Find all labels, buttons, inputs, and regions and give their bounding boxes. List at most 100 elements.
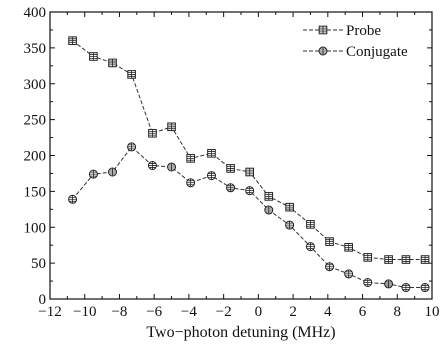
conjugate-data-point-hatch [421, 283, 430, 292]
probe-data-point [207, 149, 216, 158]
probe-data-point-hatch [264, 192, 273, 201]
x-axis-title: Two−photon detuning (MHz) [146, 324, 335, 341]
probe-data-point [285, 202, 294, 212]
conjugate-data-point [363, 277, 373, 287]
conjugate-data-point-hatch [207, 171, 216, 180]
conjugate-data-point [325, 262, 335, 272]
legend-probe-label: Probe [346, 23, 381, 39]
conjugate-data-point-hatch [108, 168, 117, 177]
probe-data-point [344, 243, 353, 252]
conjugate-data-point [264, 205, 274, 215]
probe-data-point [306, 220, 315, 229]
x-axis-ticks: −12 −10 −8 −6 −4 −2 0 2 4 6 8 10 [38, 12, 440, 320]
probe-data-point-hatch [306, 220, 315, 229]
x-tick-label: −2 [216, 304, 232, 320]
probe-data-point-hatch [167, 123, 176, 131]
probe-data-point-hatch [245, 168, 254, 176]
y-tick-label: 250 [24, 113, 47, 129]
legend: Probe Conjugate [303, 23, 408, 60]
conjugate-data-point-hatch [401, 283, 410, 292]
probe-data-point [108, 58, 117, 68]
legend-probe-marker [318, 25, 328, 35]
conjugate-data-point-hatch [325, 262, 334, 271]
x-tick-label: 4 [324, 304, 332, 320]
probe-data-point [148, 128, 157, 138]
y-tick-label: 0 [39, 292, 47, 308]
conjugate-data-point [186, 178, 196, 188]
conjugate-data-point [384, 279, 394, 289]
x-tick-label: 0 [255, 304, 263, 320]
probe-data-point-hatch [421, 255, 429, 264]
legend-probe-marker-hatch [319, 26, 327, 34]
probe-series-line [72, 40, 426, 261]
conjugate-data-point [147, 161, 157, 171]
x-tick-label: 6 [359, 304, 367, 320]
series-layer [68, 36, 430, 293]
probe-data-point [420, 255, 430, 264]
x-tick-label: 2 [289, 304, 297, 320]
probe-data-point [325, 237, 334, 246]
conjugate-data-point [305, 242, 315, 252]
probe-data-point [363, 253, 373, 262]
probe-data-point-hatch [127, 70, 136, 79]
y-tick-label: 100 [24, 220, 47, 236]
x-tick-label: 10 [425, 304, 440, 320]
probe-data-point [401, 255, 411, 264]
y-tick-label: 350 [24, 41, 47, 57]
conjugate-data-point [127, 142, 137, 152]
conjugate-data-point [68, 194, 78, 204]
probe-data-point-hatch [226, 164, 235, 173]
conjugate-data-point-hatch [89, 170, 98, 179]
legend-conjugate-marker-hatch [319, 47, 327, 55]
conjugate-data-point-hatch [306, 242, 315, 251]
y-tick-label: 300 [24, 77, 47, 93]
probe-data-point [186, 154, 195, 163]
probe-data-point [89, 52, 98, 61]
conjugate-data-point [226, 183, 236, 193]
conjugate-data-point-hatch [167, 162, 176, 171]
conjugate-data-point-hatch [245, 186, 254, 195]
conjugate-data-point [167, 162, 177, 172]
conjugate-data-point-hatch [285, 221, 294, 230]
probe-data-point-hatch [68, 36, 77, 45]
conjugate-data-point [344, 269, 354, 279]
conjugate-data-point-hatch [226, 183, 235, 192]
probe-data-point-hatch [384, 255, 393, 264]
probe-data-point [264, 192, 274, 201]
legend-conjugate-marker [318, 46, 328, 56]
probe-data-point-hatch [186, 154, 195, 163]
x-tick-label: −12 [38, 304, 61, 320]
conjugate-data-point-hatch [363, 278, 372, 287]
conjugate-data-point [108, 167, 118, 177]
conjugate-data-point-hatch [384, 279, 393, 288]
x-tick-label: −6 [146, 304, 162, 320]
probe-data-point [384, 255, 393, 264]
probe-data-point-hatch [207, 149, 216, 158]
probe-data-point [167, 122, 176, 132]
probe-data-point-hatch [402, 255, 410, 264]
conjugate-data-point [88, 169, 98, 179]
conjugate-data-point [401, 283, 411, 293]
probe-data-point [68, 36, 77, 46]
probe-data-point-hatch [363, 253, 372, 262]
x-tick-label: −4 [181, 304, 197, 320]
y-tick-label: 200 [24, 149, 47, 165]
probe-data-point-hatch [148, 129, 157, 138]
probe-data-point [127, 70, 136, 79]
conjugate-data-point [206, 171, 216, 181]
legend-conjugate-label: Conjugate [346, 44, 408, 60]
conjugate-data-point [245, 186, 255, 196]
x-tick-label: −10 [73, 304, 96, 320]
probe-data-point-hatch [344, 243, 353, 252]
conjugate-data-point [420, 283, 430, 293]
y-tick-label: 400 [24, 5, 47, 21]
x-tick-label: 8 [394, 304, 402, 320]
probe-data-point-hatch [108, 59, 117, 67]
probe-data-point-hatch [89, 52, 98, 61]
probe-data-point-hatch [285, 203, 294, 211]
conjugate-data-point-hatch [264, 206, 273, 215]
y-tick-label: 50 [31, 256, 46, 272]
conjugate-data-point-hatch [68, 195, 77, 204]
conjugate-data-point-hatch [344, 269, 353, 278]
